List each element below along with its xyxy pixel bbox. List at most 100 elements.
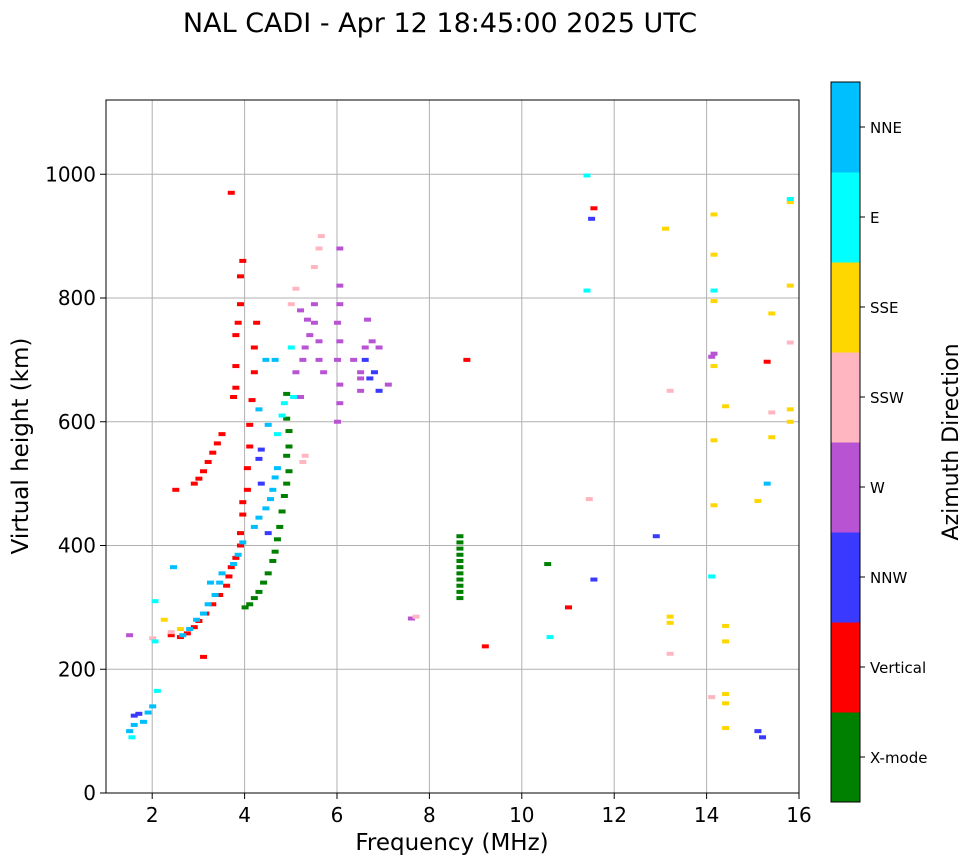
colorbar: X-mode Vertical NNW W SSW SSE E NNE [830, 81, 927, 803]
data-point [223, 583, 231, 588]
data-point [126, 633, 134, 638]
data-point [666, 388, 674, 393]
data-point [786, 283, 794, 288]
series-sse [160, 200, 794, 731]
data-point [273, 466, 281, 471]
data-point [708, 695, 716, 700]
data-point [193, 617, 201, 622]
data-point [315, 246, 323, 251]
data-point [236, 543, 244, 548]
x-tick-label: 8 [423, 803, 436, 827]
data-point [264, 422, 272, 427]
colorbar-segment [831, 712, 860, 803]
data-point [216, 593, 224, 597]
data-point [763, 359, 771, 364]
data-point [280, 494, 288, 498]
data-point [172, 487, 180, 492]
data-point [336, 246, 344, 251]
x-tick-label: 16 [786, 803, 811, 827]
data-point [456, 589, 464, 594]
data-point [262, 357, 270, 362]
x-tick-label: 6 [331, 803, 344, 827]
data-point [754, 498, 762, 503]
data-point [710, 252, 718, 257]
data-point [722, 639, 730, 644]
data-point [200, 654, 208, 659]
y-tick-label: 1000 [45, 162, 96, 186]
data-point [334, 357, 341, 362]
data-point [336, 382, 344, 387]
data-point [590, 206, 598, 211]
data-point [149, 636, 157, 641]
colorbar-segment [831, 82, 860, 173]
data-point [290, 395, 298, 399]
data-point [269, 487, 277, 492]
colorbar-frame [830, 81, 861, 803]
colorbar-tick-label: E [870, 209, 879, 227]
data-point [722, 692, 730, 696]
data-point [216, 580, 224, 585]
data-point [710, 288, 718, 293]
data-point [144, 710, 152, 715]
data-point [283, 481, 291, 486]
data-point [297, 395, 305, 399]
y-tick-label: 600 [58, 410, 96, 434]
data-point [456, 596, 464, 601]
data-point [236, 531, 244, 536]
data-point [786, 197, 794, 201]
data-point [317, 234, 325, 239]
data-point [267, 497, 275, 502]
colorbar-segment [831, 172, 860, 263]
data-point [246, 422, 254, 427]
colorbar-tick-label: SSW [870, 389, 904, 407]
data-point [250, 524, 258, 529]
data-point [375, 345, 383, 350]
data-point [151, 599, 159, 604]
colorbar-segment [831, 532, 860, 623]
data-point [315, 339, 323, 344]
data-point [278, 413, 286, 418]
data-point [456, 565, 464, 570]
data-point [299, 357, 307, 362]
x-axis-ticks: 2 4 6 8 10 12 14 16 [146, 793, 812, 827]
data-point [179, 633, 187, 638]
data-point [768, 410, 776, 415]
data-point [710, 438, 718, 443]
colorbar-tick-label: SSE [870, 299, 899, 317]
data-point [160, 617, 168, 622]
data-point [357, 376, 365, 381]
data-point [456, 546, 464, 551]
data-point [126, 729, 134, 734]
data-point [666, 651, 674, 656]
data-point [299, 459, 307, 464]
colorbar-segment [831, 262, 860, 353]
data-point [130, 722, 138, 727]
data-point [590, 577, 598, 582]
data-point [768, 435, 776, 440]
data-point [176, 627, 184, 632]
data-point [255, 407, 263, 412]
data-point [280, 401, 288, 406]
data-point [768, 311, 776, 316]
data-point [456, 558, 464, 563]
data-point [786, 340, 794, 345]
data-point [366, 376, 374, 381]
data-point [243, 487, 251, 492]
series-ssw [149, 234, 794, 700]
data-point [662, 226, 670, 231]
series-w [126, 246, 718, 638]
data-point [722, 404, 730, 409]
data-point [310, 302, 318, 307]
data-point [361, 345, 369, 350]
data-point [336, 302, 344, 307]
data-point [481, 644, 489, 649]
data-point [190, 625, 198, 630]
data-point [248, 398, 256, 403]
colorbar-tick-label: W [870, 479, 885, 497]
data-point [204, 459, 212, 464]
data-point [250, 370, 258, 375]
data-point [239, 258, 247, 263]
data-point [241, 605, 249, 610]
data-point [232, 333, 240, 338]
colorbar-label: Azimuth Direction [939, 343, 964, 540]
